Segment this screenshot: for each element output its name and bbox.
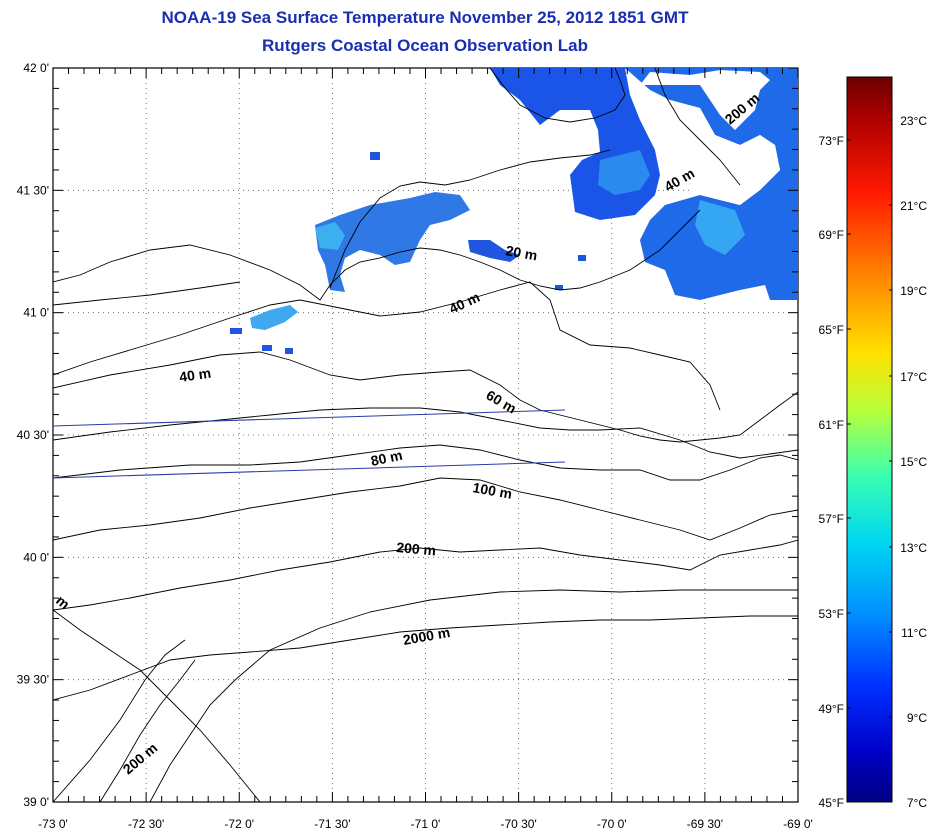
fahrenheit-label: 45°F [819, 796, 844, 810]
fahrenheit-label: 65°F [819, 323, 844, 337]
map-title: NOAA-19 Sea Surface Temperature November… [161, 8, 689, 27]
fahrenheit-label: 61°F [819, 418, 844, 432]
map-axes: -73 0' -72 30' -72 0' -71 30' -71 0' -70 30' -… [17, 61, 813, 831]
celsius-label: 11°C [901, 626, 927, 640]
celsius-label: 23°C [900, 114, 927, 128]
latitude-label: 41 30' [17, 183, 49, 197]
longitude-label: -72 30' [128, 817, 164, 831]
latitude-label: 41 0' [23, 306, 49, 320]
fahrenheit-label: 69°F [819, 228, 844, 242]
colorbar [846, 76, 893, 803]
longitude-label: -69 30' [687, 817, 723, 831]
fahrenheit-label: 57°F [819, 512, 844, 526]
longitude-label: -72 0' [224, 817, 254, 831]
contour-label: 20 m [504, 242, 538, 263]
longitude-label: -70 30' [500, 817, 536, 831]
fahrenheit-label: 49°F [819, 702, 844, 716]
map-subtitle: Rutgers Coastal Ocean Observation Lab [262, 36, 588, 55]
contour-label: 200 m [396, 539, 437, 558]
colorbar-labels: 23°C 21°C 19°C 17°C 15°C 13°C 11°C 9°C 7°C 73°F 69… [819, 114, 928, 810]
longitude-label: -69 0' [783, 817, 813, 831]
fahrenheit-label: 53°F [819, 607, 844, 621]
graticule [53, 68, 798, 802]
celsius-label: 17°C [900, 370, 927, 384]
contour-label: 40 m [178, 365, 212, 385]
longitude-label: -70 0' [597, 817, 627, 831]
longitude-label: -71 0' [411, 817, 441, 831]
longitude-label: -73 0' [38, 817, 68, 831]
celsius-label: 7°C [907, 796, 927, 810]
latitude-label: 39 30' [17, 673, 49, 687]
celsius-label: 15°C [900, 455, 927, 469]
contour-label: 80 m [369, 447, 404, 469]
celsius-label: 21°C [900, 199, 927, 213]
celsius-label: 19°C [900, 284, 927, 298]
transect-lines [52, 409, 566, 479]
latitude-label: 39 0' [23, 795, 49, 809]
celsius-label: 9°C [907, 711, 927, 725]
celsius-label: 13°C [900, 541, 927, 555]
latitude-label: 42 0' [23, 61, 49, 75]
contour-label: 100 m [471, 479, 513, 502]
latitude-label: 40 0' [23, 550, 49, 564]
longitude-label: -71 30' [314, 817, 350, 831]
fahrenheit-label: 73°F [819, 134, 844, 148]
bathymetry-contours [53, 68, 798, 802]
latitude-label: 40 30' [17, 428, 49, 442]
